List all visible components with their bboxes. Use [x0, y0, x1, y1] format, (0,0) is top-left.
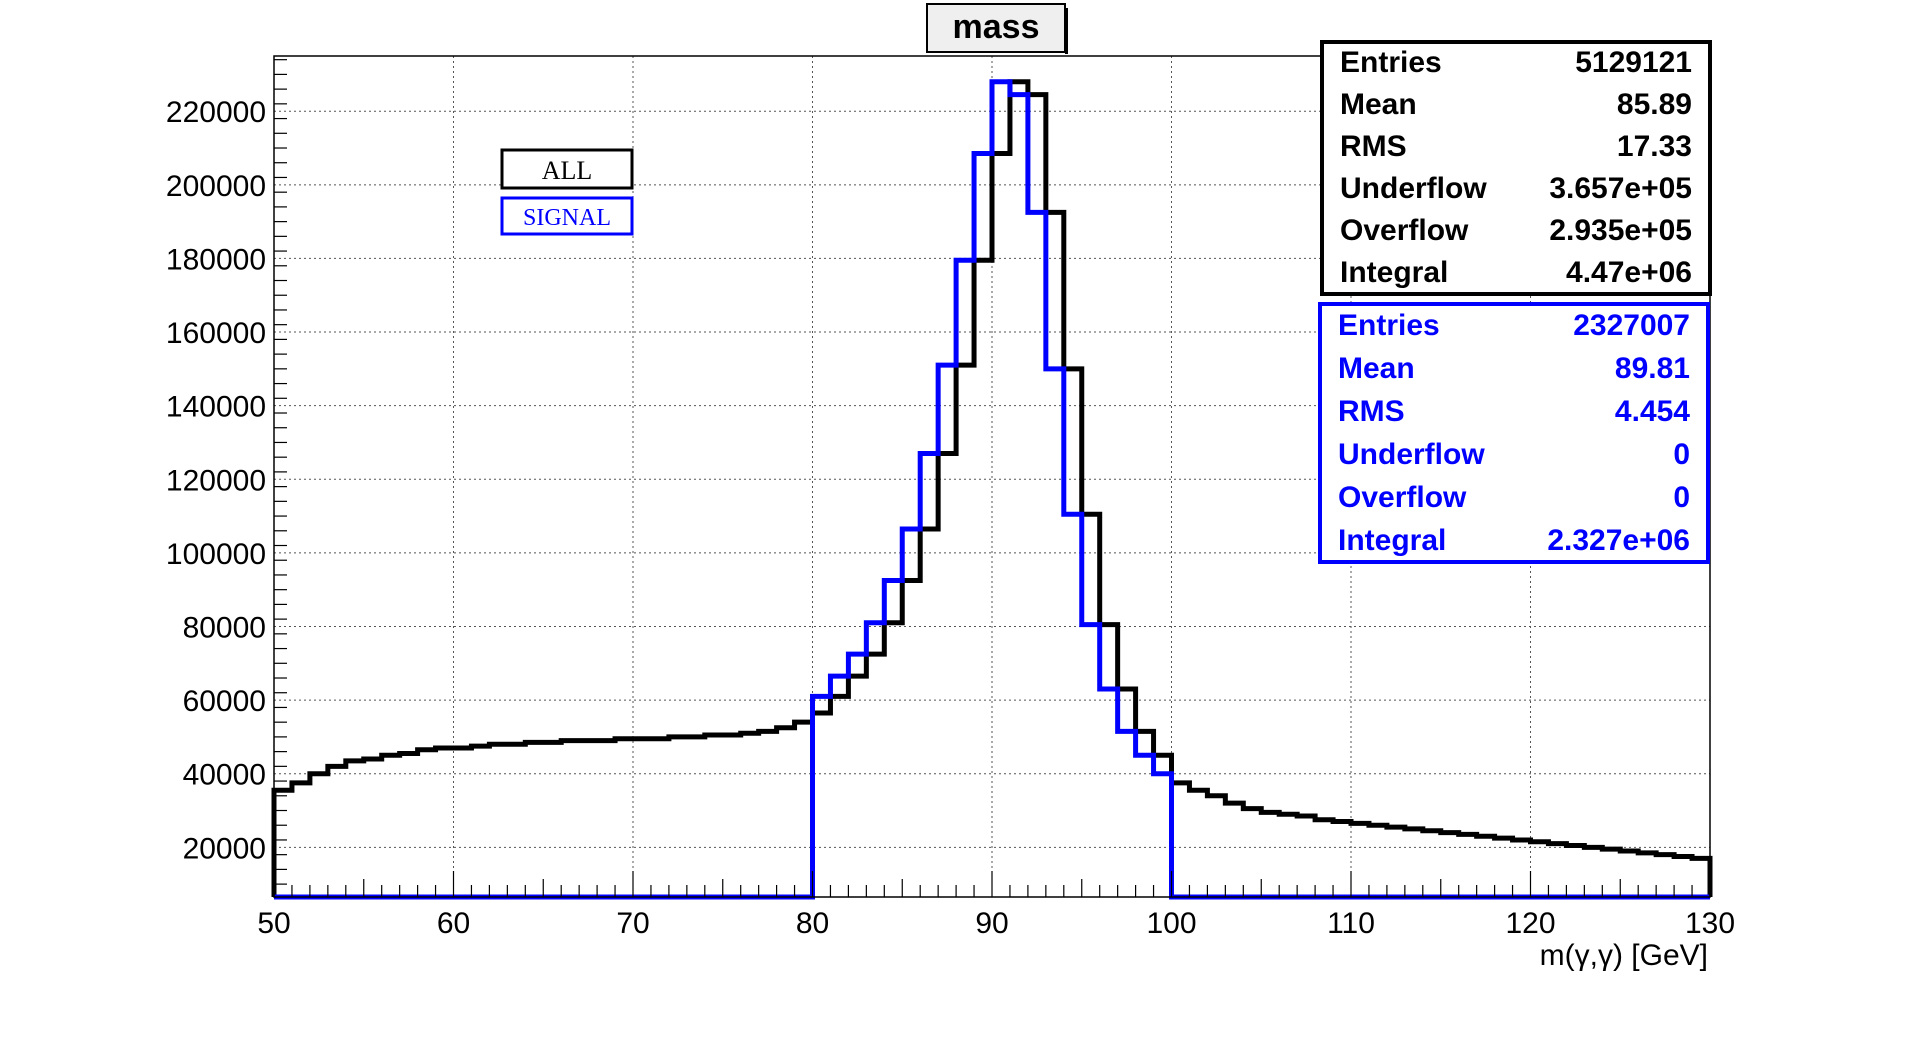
stats-value-overflow: 0 [1673, 481, 1690, 514]
x-tick-label: 50 [257, 907, 290, 940]
stats-label-integral: Integral [1338, 524, 1446, 557]
x-tick-label: 100 [1146, 907, 1196, 940]
stats-label-entries: Entries [1338, 309, 1440, 342]
stats-value-underflow: 0 [1673, 438, 1690, 471]
x-tick-label: 120 [1505, 907, 1555, 940]
stats-box-frame [1320, 40, 1712, 296]
stats-value-rms: 17.33 [1617, 130, 1692, 163]
y-tick-label: 60000 [183, 685, 266, 718]
stats-label-underflow: Underflow [1338, 438, 1485, 471]
stats-value-overflow: 2.935e+05 [1549, 214, 1692, 247]
stats-label-entries: Entries [1340, 46, 1442, 79]
stats-label-overflow: Overflow [1340, 214, 1469, 247]
stats-value-mean: 85.89 [1617, 88, 1692, 121]
stats-label-overflow: Overflow [1338, 481, 1467, 514]
stats-value-integral: 2.327e+06 [1547, 524, 1690, 557]
axis-ticks [273, 59, 1711, 897]
x-tick-label: 130 [1685, 907, 1735, 940]
y-tick-label: 120000 [166, 464, 266, 497]
y-tick-label: 100000 [166, 538, 266, 571]
stats-value-underflow: 3.657e+05 [1549, 172, 1692, 205]
stats-box-signal: Entries 2327007 Mean 89.81 RMS 4.454 Underflow… [1318, 302, 1710, 564]
stats-box-all: Entries 5129121 Mean 85.89 RMS 17.33 Underflow… [1320, 40, 1712, 296]
stats-value-mean: 89.81 [1615, 352, 1690, 385]
stats-label-rms: RMS [1338, 395, 1405, 428]
stats-value-entries: 5129121 [1575, 46, 1692, 79]
y-tick-label: 200000 [166, 170, 266, 203]
legend-label-all: ALL [542, 156, 593, 185]
stats-value-integral: 4.47e+06 [1566, 256, 1692, 289]
stats-label-mean: Mean [1338, 352, 1415, 385]
stats-value-rms: 4.454 [1615, 395, 1690, 428]
y-tick-label: 180000 [166, 243, 266, 276]
stats-box-frame [1318, 302, 1710, 564]
x-axis-label: m(γ,γ) [GeV] [1540, 939, 1708, 972]
legend-label-signal: SIGNAL [523, 205, 611, 231]
x-tick-label: 80 [796, 907, 829, 940]
x-tick-label: 60 [437, 907, 470, 940]
legend-entry-all: ALL [500, 148, 634, 190]
x-tick-label: 90 [975, 907, 1008, 940]
chart-title: mass [953, 8, 1040, 46]
y-tick-label: 80000 [183, 611, 266, 644]
stats-label-rms: RMS [1340, 130, 1407, 163]
legend-entry-signal: SIGNAL [500, 196, 634, 236]
stats-label-mean: Mean [1340, 88, 1417, 121]
y-tick-label: 140000 [166, 391, 266, 424]
y-tick-label: 220000 [166, 96, 266, 129]
stats-label-underflow: Underflow [1340, 172, 1487, 205]
y-tick-label: 40000 [183, 759, 266, 792]
x-tick-label: 110 [1327, 907, 1375, 940]
title-box: mass [926, 3, 1068, 54]
stats-value-entries: 2327007 [1573, 309, 1690, 342]
legend: ALL SIGNAL [500, 148, 634, 236]
x-tick-label: 70 [616, 907, 649, 940]
axis-tick-labels: 50 60 70 80 90 100 110 120 130 20000 40000 60000 800… [166, 96, 1735, 940]
stats-label-integral: Integral [1340, 256, 1448, 289]
y-tick-label: 20000 [183, 832, 266, 865]
y-tick-label: 160000 [166, 317, 266, 350]
